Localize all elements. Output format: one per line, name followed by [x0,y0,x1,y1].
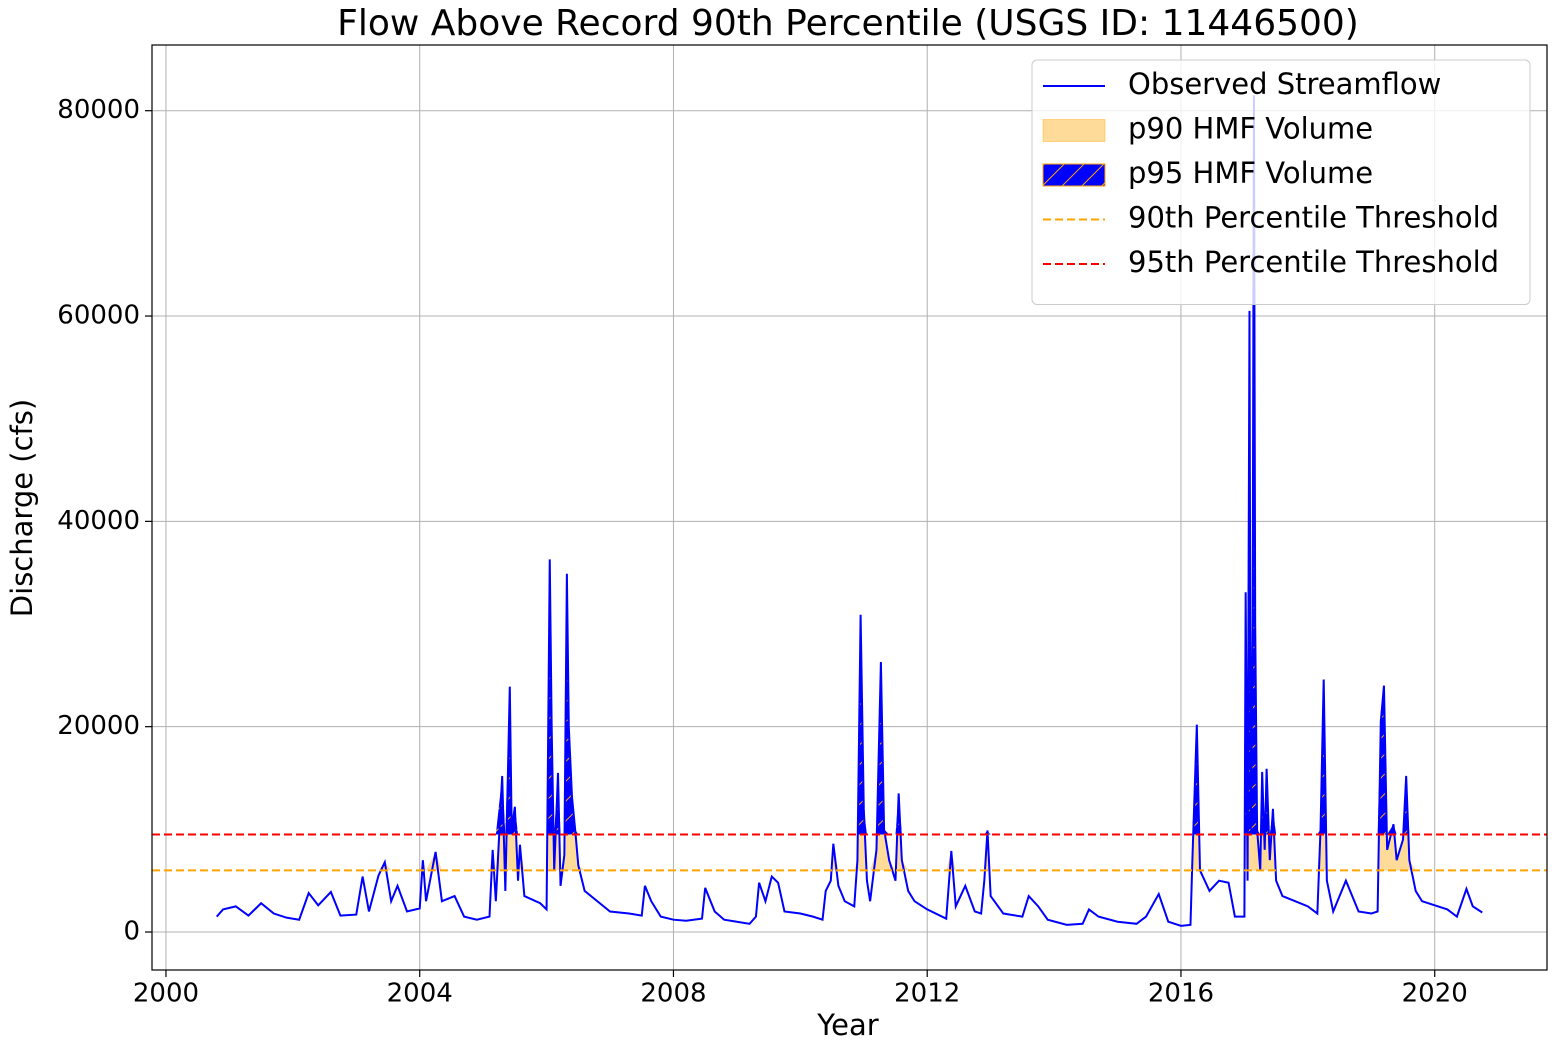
x-tick-label: 2008 [640,979,706,1009]
legend-label: p90 HMF Volume [1128,112,1373,146]
streamflow-line [215,95,1483,927]
axes: 2000 2004 2008 2012 2016 2020 0 20000 40000 60000… [57,95,1468,1008]
chart-title: Flow Above Record 90th Percentile (USGS … [337,3,1359,44]
y-axis-label: Discharge (cfs) [5,399,39,617]
x-tick-label: 2000 [133,979,199,1009]
y-tick-label: 60000 [57,301,140,331]
legend-label: 95th Percentile Threshold [1128,245,1499,279]
y-tick-label: 80000 [57,95,140,125]
x-tick-label: 2016 [1148,979,1214,1009]
legend-box [1031,59,1531,305]
y-tick-label: 20000 [57,711,140,741]
x-tick-label: 2020 [1402,979,1468,1009]
legend-label: 90th Percentile Threshold [1128,201,1499,235]
axes-frame [151,44,1548,971]
legend-label: Observed Streamflow [1128,67,1441,101]
y-tick-label: 0 [123,917,140,947]
legend-swatch [1042,163,1106,187]
plot-area [152,95,1547,927]
y-tick-label: 40000 [57,506,140,536]
x-axis-label: Year [816,1008,878,1042]
legend-swatch [1042,119,1106,142]
legend-label: p95 HMF Volume [1128,156,1373,190]
x-tick-label: 2012 [894,979,960,1009]
legend: Observed Streamflow p90 HMF Volume p95 HMF… [1031,59,1531,305]
x-tick-label: 2004 [387,979,453,1009]
